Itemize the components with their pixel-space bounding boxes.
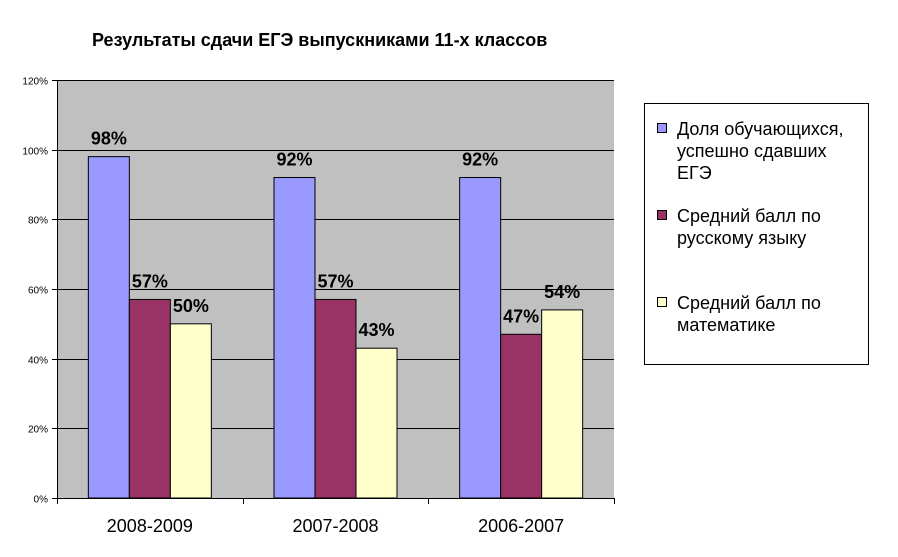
y-tick-label: 40%	[28, 356, 48, 367]
data-label: 98%	[91, 129, 127, 149]
bar-1-2007-2008	[273, 177, 316, 499]
legend-label-russian: Средний балл по русскому языку	[677, 206, 821, 248]
bar-3-2006-2007	[541, 309, 584, 499]
y-tick-label: 80%	[28, 216, 48, 227]
bar-2-2008-2009	[128, 298, 171, 499]
y-tick-label: 120%	[22, 77, 48, 88]
bar-2-2006-2007	[500, 333, 543, 499]
data-label: 57%	[317, 271, 353, 291]
x-tick-label: 2007-2008	[292, 516, 378, 536]
chart-title: Результаты сдачи ЕГЭ выпускниками 11-х к…	[92, 30, 548, 50]
data-label: 47%	[503, 306, 539, 326]
bar-2-2007-2008	[314, 298, 357, 499]
x-tick-label: 2006-2007	[478, 516, 564, 536]
data-label: 54%	[544, 282, 580, 302]
legend-swatch-success-share	[657, 123, 667, 133]
bar-3-2008-2009	[169, 323, 212, 499]
legend-swatch-math	[657, 297, 667, 307]
legend: Доля обучающихся, успешно сдавших ЕГЭ Ср…	[644, 103, 869, 365]
y-tick-label: 0%	[34, 495, 49, 506]
data-label: 92%	[276, 150, 312, 170]
data-label: 92%	[462, 150, 498, 170]
data-label: 50%	[173, 296, 209, 316]
x-tick-label: 2008-2009	[107, 516, 193, 536]
y-tick-label: 20%	[28, 425, 48, 436]
bar-1-2006-2007	[459, 177, 502, 499]
legend-swatch-russian	[657, 210, 667, 220]
bar-1-2008-2009	[87, 156, 130, 499]
legend-label-math: Средний балл по математике	[677, 293, 821, 335]
bar-3-2007-2008	[355, 347, 398, 499]
y-tick-label: 100%	[22, 147, 48, 158]
data-label: 43%	[358, 320, 394, 340]
data-label: 57%	[132, 271, 168, 291]
legend-label-success-share: Доля обучающихся, успешно сдавших ЕГЭ	[677, 119, 844, 183]
y-tick-label: 60%	[28, 286, 48, 297]
